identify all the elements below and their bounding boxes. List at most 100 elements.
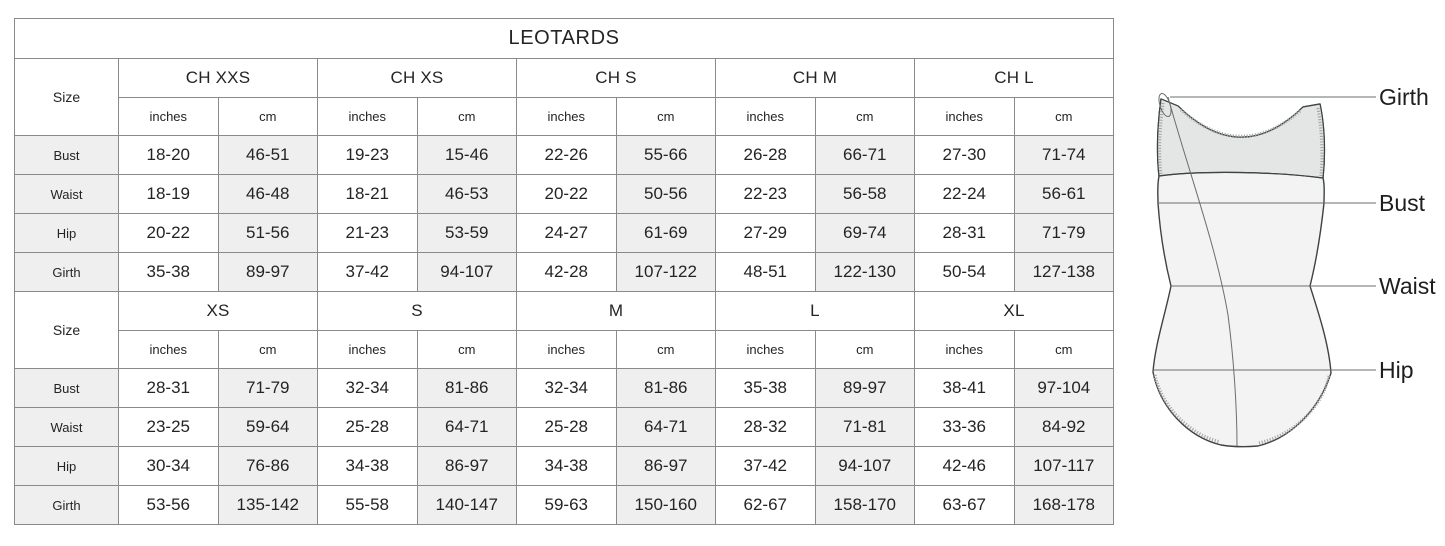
measurement-label: Waist xyxy=(14,407,119,447)
value-inches: 59-63 xyxy=(516,485,617,525)
value-cm: 69-74 xyxy=(814,213,915,253)
value-inches: 32-34 xyxy=(516,368,617,408)
value-inches: 18-19 xyxy=(118,174,219,214)
right-armhole-trim xyxy=(1316,107,1324,177)
value-cm: 89-97 xyxy=(814,368,915,408)
unit-header-inches: inches xyxy=(715,97,816,136)
unit-header-cm: cm xyxy=(1013,97,1115,136)
unit-header-inches: inches xyxy=(516,97,617,136)
value-inches: 42-46 xyxy=(914,446,1015,486)
measurement-label: Girth xyxy=(14,252,119,292)
value-inches: 28-31 xyxy=(118,368,219,408)
measurement-row: Bust 18-20 46-51 19-23 15-46 22-26 55-66 26-28 6… xyxy=(14,135,1115,175)
value-cm: 107-117 xyxy=(1013,446,1115,486)
size-group-header: CH XXS xyxy=(118,58,318,98)
value-cm: 94-107 xyxy=(416,252,517,292)
measurement-label: Bust xyxy=(14,135,119,175)
left-armhole-trim xyxy=(1157,102,1165,175)
size-label-cell: Size xyxy=(14,291,119,369)
size-header-row: Size XS S M L XL xyxy=(14,291,1115,369)
measurement-row: Bust 28-31 71-79 32-34 81-86 32-34 81-86 35-38 8… xyxy=(14,368,1115,408)
value-inches: 27-30 xyxy=(914,135,1015,175)
value-cm: 168-178 xyxy=(1013,485,1115,525)
value-inches: 18-20 xyxy=(118,135,219,175)
girth-measure-curve xyxy=(1167,96,1238,447)
value-cm: 81-86 xyxy=(615,368,716,408)
unit-header-inches: inches xyxy=(914,330,1015,369)
size-group-header: CH S xyxy=(516,58,716,98)
value-cm: 71-81 xyxy=(814,407,915,447)
value-inches: 35-38 xyxy=(715,368,816,408)
value-inches: 20-22 xyxy=(516,174,617,214)
measurement-row: Hip 20-22 51-56 21-23 53-59 24-27 61-69 27-29 69… xyxy=(14,213,1115,253)
value-inches: 30-34 xyxy=(118,446,219,486)
value-inches: 22-24 xyxy=(914,174,1015,214)
unit-header-cm: cm xyxy=(416,330,517,369)
value-cm: 89-97 xyxy=(217,252,318,292)
value-inches: 22-26 xyxy=(516,135,617,175)
unit-header-cm: cm xyxy=(416,97,517,136)
value-cm: 71-74 xyxy=(1013,135,1115,175)
value-inches: 33-36 xyxy=(914,407,1015,447)
title-row: LEOTARDS xyxy=(13,18,1115,59)
unit-header-inches: inches xyxy=(914,97,1015,136)
yoke-seam-line xyxy=(1158,171,1324,179)
value-cm: 76-86 xyxy=(217,446,318,486)
value-inches: 32-34 xyxy=(317,368,418,408)
value-inches: 18-21 xyxy=(317,174,418,214)
unit-header-cm: cm xyxy=(814,97,915,136)
table-title: LEOTARDS xyxy=(13,18,1115,59)
unit-header-cm: cm xyxy=(217,330,318,369)
size-group-header: M xyxy=(516,291,716,331)
unit-header-cm: cm xyxy=(615,330,716,369)
size-group-header: XL xyxy=(913,291,1115,331)
value-cm: 53-59 xyxy=(416,213,517,253)
leotard-diagram: Girth Bust Waist Hip xyxy=(1113,0,1445,546)
unit-header-inches: inches xyxy=(118,97,219,136)
value-cm: 64-71 xyxy=(416,407,517,447)
value-cm: 86-97 xyxy=(416,446,517,486)
value-inches: 38-41 xyxy=(914,368,1015,408)
value-cm: 56-61 xyxy=(1013,174,1115,214)
value-inches: 25-28 xyxy=(317,407,418,447)
unit-header-cm: cm xyxy=(814,330,915,369)
value-inches: 22-23 xyxy=(715,174,816,214)
value-cm: 107-122 xyxy=(615,252,716,292)
value-inches: 62-67 xyxy=(715,485,816,525)
value-inches: 28-31 xyxy=(914,213,1015,253)
unit-header-cm: cm xyxy=(615,97,716,136)
hip-label: Hip xyxy=(1379,357,1414,383)
girth-label: Girth xyxy=(1379,84,1429,110)
value-inches: 35-38 xyxy=(118,252,219,292)
value-cm: 46-51 xyxy=(217,135,318,175)
value-cm: 71-79 xyxy=(217,368,318,408)
value-inches: 25-28 xyxy=(516,407,617,447)
value-inches: 50-54 xyxy=(914,252,1015,292)
unit-header-inches: inches xyxy=(317,97,418,136)
unit-header-cm: cm xyxy=(217,97,318,136)
table-header: LEOTARDS xyxy=(13,18,1115,59)
value-cm: 59-64 xyxy=(217,407,318,447)
value-inches: 37-42 xyxy=(715,446,816,486)
value-inches: 21-23 xyxy=(317,213,418,253)
measurement-label: Hip xyxy=(14,446,119,486)
size-group-header: CH XS xyxy=(317,58,517,98)
measurement-label: Waist xyxy=(14,174,119,214)
value-inches: 19-23 xyxy=(317,135,418,175)
unit-header-inches: inches xyxy=(715,330,816,369)
value-inches: 27-29 xyxy=(715,213,816,253)
value-inches: 55-58 xyxy=(317,485,418,525)
value-cm: 46-53 xyxy=(416,174,517,214)
value-inches: 48-51 xyxy=(715,252,816,292)
size-label-cell: Size xyxy=(14,58,119,136)
value-cm: 97-104 xyxy=(1013,368,1115,408)
unit-header-row: inches cm inches cm inches cm inches cm inches cm xyxy=(15,97,1115,136)
value-cm: 61-69 xyxy=(615,213,716,253)
measurement-label: Girth xyxy=(14,485,119,525)
neckline-trim xyxy=(1179,108,1302,138)
value-cm: 64-71 xyxy=(615,407,716,447)
measurement-row: Waist 18-19 46-48 18-21 46-53 20-22 50-56 22-23… xyxy=(14,174,1115,214)
value-cm: 50-56 xyxy=(615,174,716,214)
